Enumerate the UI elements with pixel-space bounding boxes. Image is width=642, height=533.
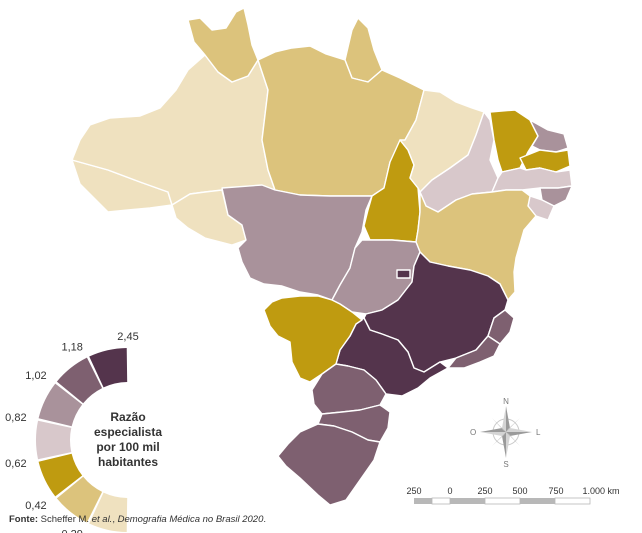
legend-class-6 <box>89 348 128 388</box>
legend-break-1: 0,29 <box>61 529 82 533</box>
legend-break-labels: 0,000,290,420,620,821,021,182,45 <box>5 331 139 533</box>
compass-west-label: O <box>470 428 476 437</box>
legend-title-line-4: habitantes <box>98 455 158 469</box>
legend-class-5 <box>56 357 103 404</box>
compass-east-label: L <box>536 428 541 437</box>
brazil-state-map <box>71 7 573 506</box>
scale-label-250: 250 <box>477 486 492 496</box>
scale-bar-segment <box>554 497 591 505</box>
legend-gauge <box>35 348 128 532</box>
scale-bar-segment <box>431 497 451 505</box>
legend-class-0 <box>89 492 128 532</box>
legend: 0,000,290,420,620,821,021,182,45 Razão e… <box>5 331 162 533</box>
state-ms <box>263 295 363 383</box>
state-rr <box>187 7 259 83</box>
legend-break-3: 0,62 <box>5 458 26 470</box>
source-prefix: Fonte: <box>9 514 39 525</box>
compass-south-label: S <box>503 460 508 469</box>
state-rs <box>277 423 381 506</box>
scale-bar-segment <box>484 497 521 505</box>
legend-class-4 <box>38 383 83 427</box>
scale-bar-segment <box>520 498 555 504</box>
legend-title-line-3: por 100 mil <box>96 440 159 454</box>
source-end: . <box>263 514 266 525</box>
legend-class-3 <box>35 420 72 460</box>
source-title: Demografia Médica no Brasil 2020 <box>117 514 264 525</box>
scale-label-500: 500 <box>512 486 527 496</box>
scale-label-750: 750 <box>548 486 563 496</box>
scale-label-1000km: 1.000 km <box>582 486 619 496</box>
scale-bar-segment <box>414 498 432 504</box>
source-etal: et al. <box>91 514 113 525</box>
legend-title-line-1: Razão <box>110 410 145 424</box>
legend-break-4: 0,82 <box>5 412 26 424</box>
source-authors: Scheffer M. <box>40 514 90 525</box>
state-rj <box>447 335 501 369</box>
state-df <box>396 269 411 279</box>
source-separator: , <box>112 514 115 525</box>
legend-break-2: 0,42 <box>25 500 46 512</box>
scale-label-neg250: 250 <box>406 486 421 496</box>
scale-label-0: 0 <box>447 486 452 496</box>
legend-title-line-2: especialista <box>94 425 162 439</box>
legend-break-6: 1,18 <box>61 341 82 353</box>
source-note: Fonte: Scheffer M. et al., Demografia Mé… <box>9 514 266 525</box>
compass-north-label: N <box>503 397 509 406</box>
scale-bar-segment <box>450 498 485 504</box>
legend-break-7: 2,45 <box>117 331 138 343</box>
legend-break-5: 1,02 <box>25 370 46 382</box>
scale-bar: 250 0 250 500 750 1.000 km <box>406 486 620 505</box>
compass-rose: N S L O <box>470 397 541 469</box>
legend-class-1 <box>56 476 103 523</box>
legend-class-2 <box>38 453 83 497</box>
